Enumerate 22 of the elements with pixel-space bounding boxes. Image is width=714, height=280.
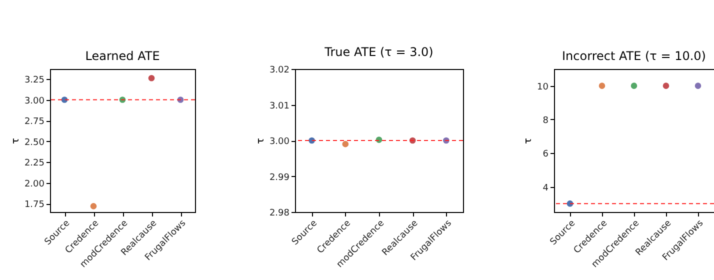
y-tick-label: 3.25 bbox=[24, 75, 44, 86]
y-tick-label: 1.75 bbox=[24, 200, 44, 210]
chart-title: Incorrect ATE (τ = 10.0) bbox=[562, 49, 706, 63]
chart-title: True ATE (τ = 3.0) bbox=[324, 45, 434, 59]
y-tick-label: 3.00 bbox=[24, 96, 45, 106]
y-tick-label: 3.00 bbox=[269, 137, 290, 147]
y-axis-title: τ bbox=[523, 138, 534, 144]
y-tick-label: 3.02 bbox=[269, 66, 290, 76]
y-tick-label: 6 bbox=[542, 150, 549, 160]
y-tick-label: 2.75 bbox=[24, 117, 44, 128]
y-tick-label: 8 bbox=[542, 116, 549, 126]
y-tick-label: 10 bbox=[537, 82, 549, 92]
y-axis-title: τ bbox=[255, 138, 266, 144]
chart-title: Learned ATE bbox=[85, 49, 160, 63]
y-tick-label: 3.01 bbox=[269, 101, 290, 112]
y-tick-label: 2.50 bbox=[24, 138, 45, 148]
y-tick-label: 2.99 bbox=[269, 172, 290, 183]
y-tick-label: 2.98 bbox=[269, 208, 290, 218]
y-tick-label: 2.25 bbox=[24, 158, 44, 169]
y-axis-title: τ bbox=[10, 138, 22, 144]
y-tick-label: 4 bbox=[542, 183, 549, 194]
y-tick-label: 2.00 bbox=[24, 179, 45, 190]
